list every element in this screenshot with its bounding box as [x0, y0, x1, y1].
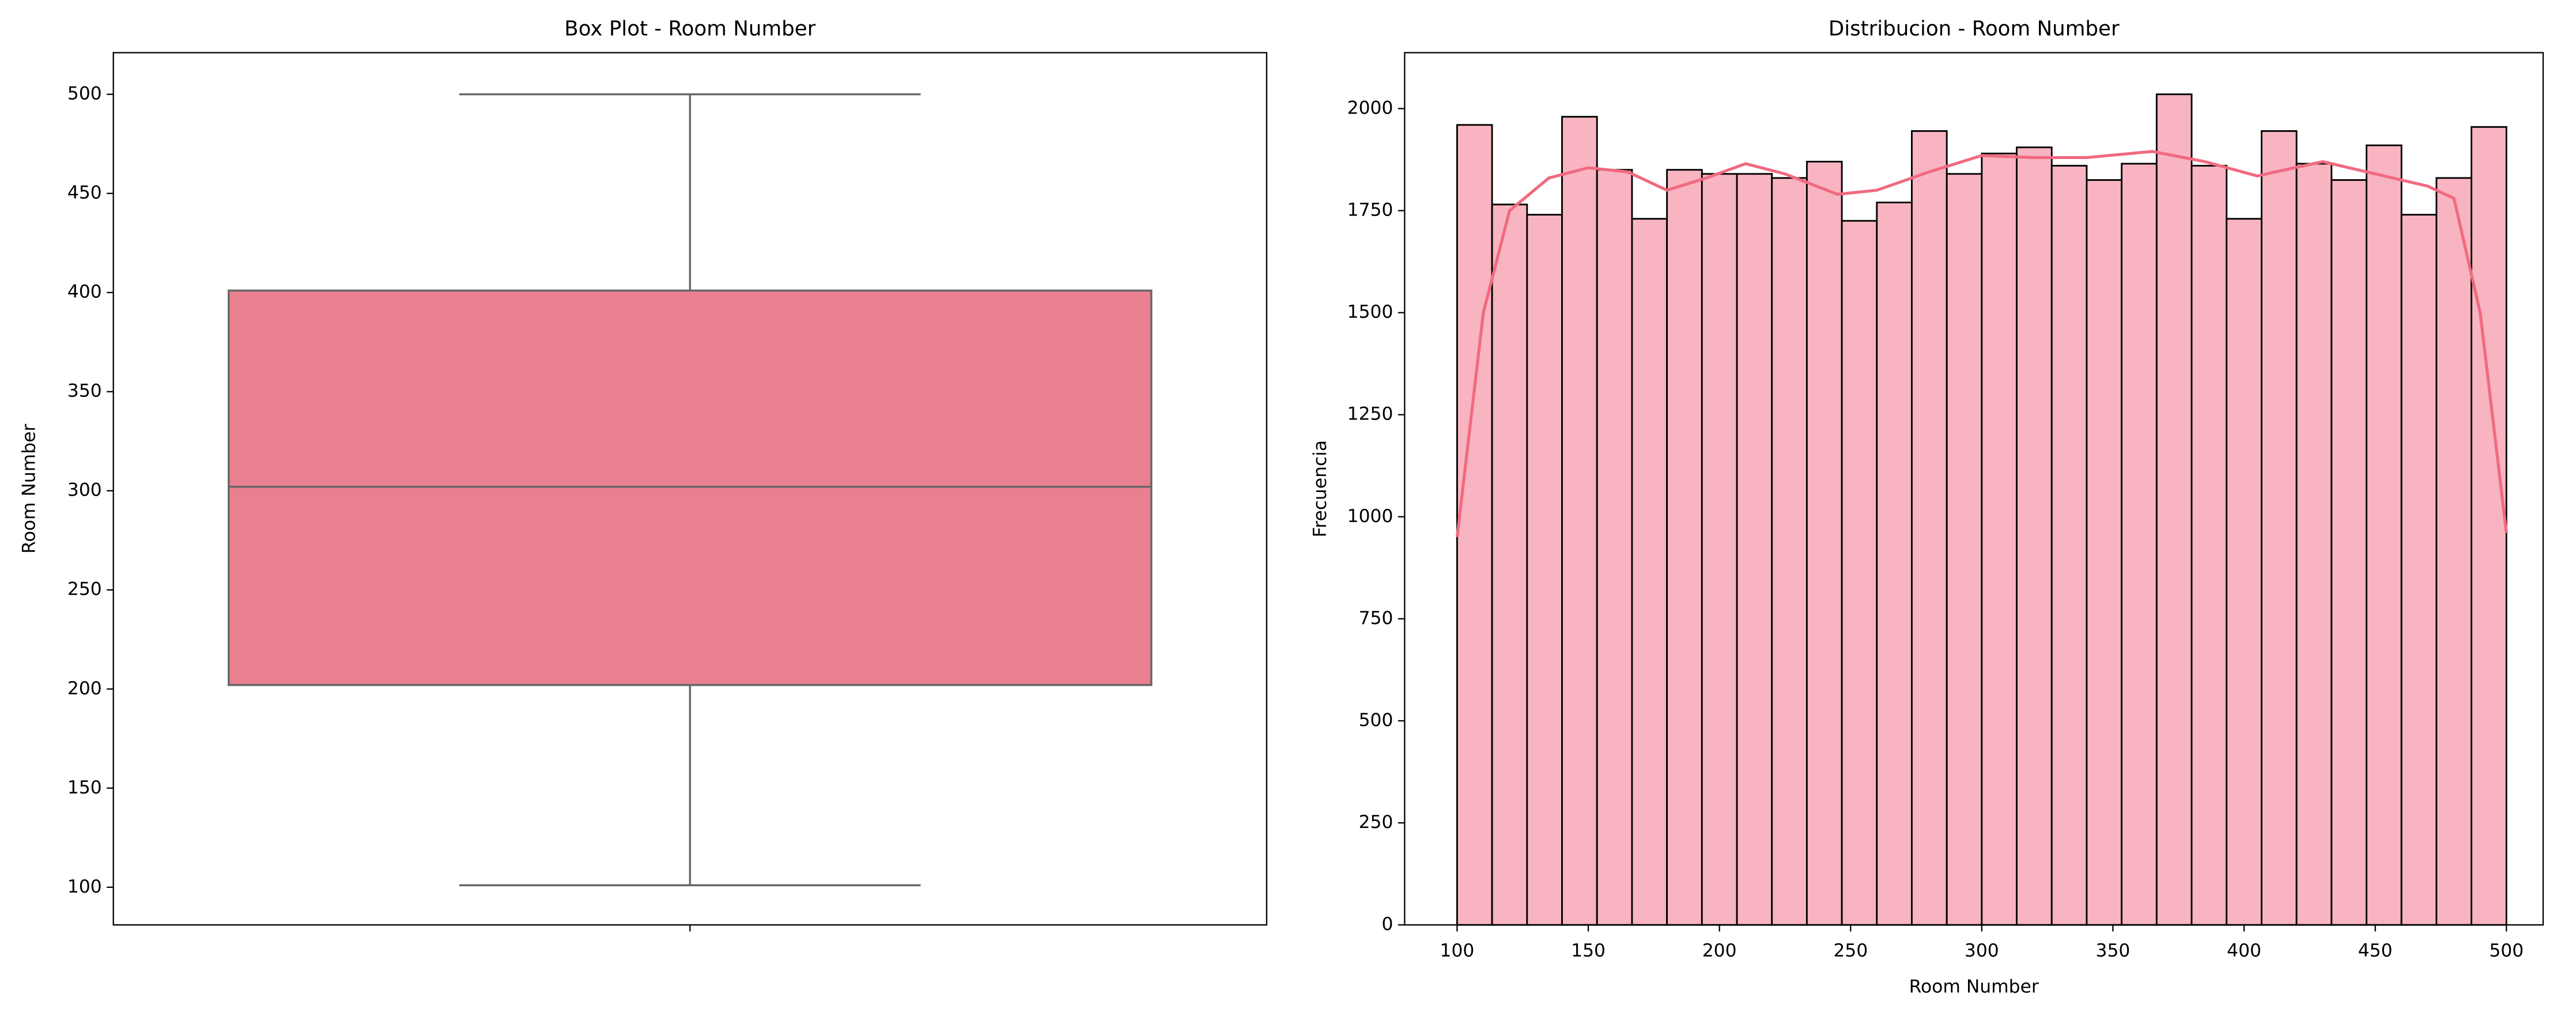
x-tick-label: 450 — [2358, 940, 2393, 961]
axes-frame — [1404, 52, 2544, 926]
y-tick-label: 500 — [67, 84, 102, 104]
histogram-bar — [1456, 124, 1493, 926]
y-tick-label: 350 — [67, 381, 102, 402]
histogram-bar — [1666, 169, 1703, 926]
chart-title: Box Plot - Room Number — [564, 17, 815, 41]
histogram-bar — [2155, 93, 2193, 926]
y-tick-label: 1250 — [1347, 404, 1393, 425]
histogram-bar — [2435, 177, 2473, 926]
y-tick-label: 400 — [67, 282, 102, 303]
x-axis-label: Room Number — [1909, 976, 2039, 997]
histogram-bar — [1596, 169, 1633, 926]
histogram-bar — [1946, 173, 1983, 926]
y-tick-label: 300 — [67, 480, 102, 501]
y-tick-label: 250 — [67, 579, 102, 600]
y-tick-label: 2000 — [1347, 97, 1393, 118]
histogram-bar — [2226, 218, 2263, 926]
histogram-bar — [1911, 130, 1948, 926]
y-axis-label: Room Number — [18, 424, 39, 554]
histogram-bar — [2366, 144, 2403, 926]
histogram-bar — [1981, 152, 2018, 926]
histogram-bar — [1701, 173, 1738, 926]
x-tick-label: 500 — [2489, 940, 2524, 961]
histogram-bar — [2295, 162, 2333, 926]
histogram-bar — [2471, 126, 2507, 926]
y-tick-label: 200 — [67, 678, 102, 699]
y-tick-label: 100 — [67, 876, 102, 897]
y-tick-label: 0 — [1381, 914, 1393, 935]
x-tick-label: 200 — [1702, 940, 1737, 961]
y-axis-label: Frecuencia — [1310, 440, 1331, 538]
y-tick-label: 450 — [67, 183, 102, 203]
histogram-bar — [1491, 203, 1528, 926]
y-tick-label: 150 — [67, 777, 102, 798]
x-tick-label: 350 — [2096, 940, 2131, 961]
histogram-bar — [1561, 116, 1598, 926]
y-tick-label: 250 — [1359, 812, 1393, 833]
histogram-bar — [1771, 177, 1808, 926]
histogram-bar — [2190, 165, 2228, 926]
histogram-bar — [2331, 179, 2367, 926]
histogram-bar — [1806, 161, 1843, 926]
x-tick-label: 100 — [1440, 940, 1475, 961]
histogram-bar — [2121, 162, 2158, 926]
y-tick-label: 1000 — [1347, 506, 1393, 527]
histogram-bar — [1631, 218, 1668, 926]
x-tick-label: 400 — [2227, 940, 2261, 961]
histogram-bar — [2016, 146, 2053, 926]
histogram-bar — [2400, 214, 2438, 926]
chart-title: Distribucion - Room Number — [1829, 17, 2120, 41]
histogram-bar — [2086, 179, 2123, 926]
histogram-bar — [2050, 165, 2088, 926]
histogram-bar — [1841, 220, 1878, 926]
kde-line — [1455, 150, 2508, 538]
y-tick-label: 1750 — [1347, 200, 1393, 221]
histogram-bar — [2260, 130, 2298, 926]
x-tick-label: 300 — [1965, 940, 1999, 961]
box — [228, 289, 1153, 686]
histogram-bar — [1736, 173, 1773, 926]
y-tick-label: 500 — [1359, 710, 1393, 731]
y-tick-label: 750 — [1359, 608, 1393, 629]
x-tick-label: 150 — [1571, 940, 1606, 961]
histogram-bar — [1526, 214, 1563, 926]
axes-frame — [112, 52, 1268, 926]
y-tick-label: 1500 — [1347, 302, 1393, 323]
x-tick-label: 250 — [1833, 940, 1868, 961]
histogram-bar — [1876, 201, 1913, 926]
